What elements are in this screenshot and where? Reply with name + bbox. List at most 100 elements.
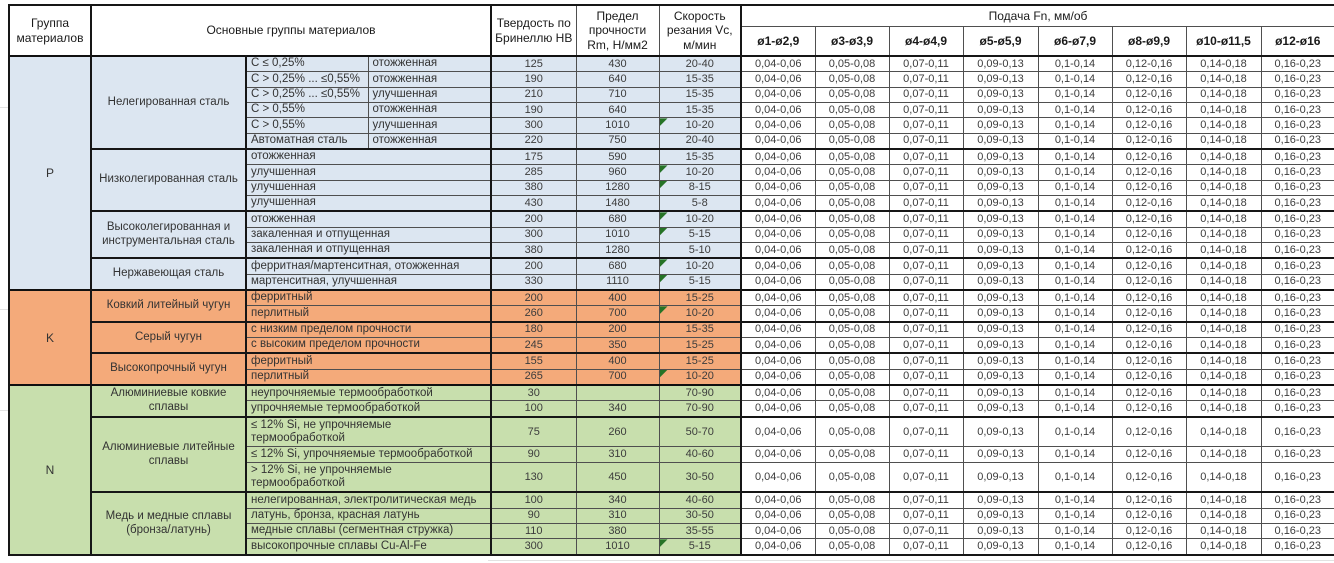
cell-feed-fn: 0,16-0,23 <box>1260 446 1334 463</box>
cell-feed-fn: 0,14-0,18 <box>1185 337 1262 354</box>
table-row: > 12% Si, не упрочняемые термообработкой… <box>9 461 1334 493</box>
table-row: Автоматная сталь отожженная 220 750 20-40 0,0… <box>9 132 1334 150</box>
cell-strength-rm: 340 <box>575 491 660 509</box>
cell-feed-fn: 0,07-0,11 <box>888 55 964 73</box>
family-name-cell: Ковкий литейный чугун <box>90 289 247 323</box>
cell-feed-fn: 0,16-0,23 <box>1260 226 1334 244</box>
table-row: C > 0,25% ... ≤0,55% улучшенная 210 710 15-3… <box>9 86 1334 104</box>
cell-feed-fn: 0,12-0,16 <box>1111 257 1187 275</box>
cell-feed-fn: 0,05-0,08 <box>814 538 890 556</box>
cell-hardness-hb: 300 <box>490 226 577 244</box>
cell-feed-fn: 0,1-0,14 <box>1037 415 1113 448</box>
cell-feed-fn: 0,16-0,23 <box>1260 257 1334 275</box>
cell-feed-fn: 0,04-0,06 <box>740 55 816 73</box>
cell-feed-fn: 0,07-0,11 <box>888 148 964 166</box>
cell-hardness-hb: 245 <box>490 337 577 354</box>
cell-feed-fn: 0,12-0,16 <box>1111 491 1187 509</box>
cell-hardness-hb: 90 <box>490 446 577 463</box>
cell-feed-fn: 0,12-0,16 <box>1111 446 1187 463</box>
table-row: высокопрочные сплавы Cu-Al-Fe 300 1010 5-15… <box>9 538 1334 556</box>
cell-feed-fn: 0,16-0,23 <box>1260 384 1334 402</box>
cell-speed-vc: 20-40 <box>658 55 742 73</box>
cell-strength-rm: 350 <box>575 337 660 354</box>
cell-feed-fn: 0,1-0,14 <box>1037 242 1113 259</box>
cell-speed-vc: 5-15 <box>658 226 742 244</box>
cell-feed-fn: 0,07-0,11 <box>888 132 964 150</box>
table-row: Медь и медные сплавы (бронза/латунь) неле… <box>9 491 1334 556</box>
cell-strength-rm: 1480 <box>575 195 660 212</box>
cell-feed-fn: 0,12-0,16 <box>1111 117 1187 134</box>
cell-feed-fn: 0,05-0,08 <box>814 132 890 150</box>
header-diameter: ø5-ø5,9 <box>962 25 1039 57</box>
cell-speed-vc: 10-20 <box>658 257 742 275</box>
table-row: закаленная и отпущенная 380 1280 5-10 0,04-0… <box>9 242 1334 259</box>
cell-feed-fn: 0,12-0,16 <box>1111 523 1187 540</box>
cell-feed-fn: 0,14-0,18 <box>1185 148 1262 166</box>
comment-triangle-icon <box>660 118 668 127</box>
sub-label-cell: улучшенная <box>245 179 492 197</box>
cell-feed-fn: 0,1-0,14 <box>1037 461 1113 493</box>
comment-triangle-icon <box>660 213 668 221</box>
cell-feed-fn: 0,1-0,14 <box>1037 101 1113 119</box>
cell-speed-vc: 35-55 <box>658 523 742 540</box>
cell-feed-fn: 0,12-0,16 <box>1111 101 1187 119</box>
cell-feed-fn: 0,09-0,13 <box>962 538 1039 556</box>
sub-label-cell: C > 0,25% ... ≤0,55% <box>245 71 369 88</box>
cell-strength-rm: 1010 <box>575 117 660 134</box>
cell-feed-fn: 0,07-0,11 <box>888 179 964 197</box>
header-diameter: ø1-ø2,9 <box>740 25 816 57</box>
cell-feed-fn: 0,14-0,18 <box>1185 179 1262 197</box>
cell-feed-fn: 0,07-0,11 <box>888 195 964 212</box>
cell-feed-fn: 0,12-0,16 <box>1111 179 1187 197</box>
cell-feed-fn: 0,07-0,11 <box>888 289 964 307</box>
cell-feed-fn: 0,09-0,13 <box>962 86 1039 104</box>
gridline <box>0 309 8 310</box>
sub-label-cell: закаленная и отпущенная <box>245 226 492 244</box>
cell-strength-rm: 400 <box>575 289 660 307</box>
cell-speed-vc: 10-20 <box>658 210 742 228</box>
cell-feed-fn: 0,07-0,11 <box>888 352 964 370</box>
cell-feed-fn: 0,14-0,18 <box>1185 384 1262 402</box>
table-row: C > 0,55% улучшенная 300 1010 10-20 0,04-0,06… <box>9 117 1334 134</box>
cell-feed-fn: 0,05-0,08 <box>814 257 890 275</box>
sub-label-cell: ≤ 12% Si, не упрочняемые термообработкой <box>245 415 492 448</box>
cell-feed-fn: 0,05-0,08 <box>814 179 890 197</box>
cell-feed-fn: 0,07-0,11 <box>888 101 964 119</box>
cell-feed-fn: 0,12-0,16 <box>1111 210 1187 228</box>
header-diameter: ø6-ø7,9 <box>1037 25 1113 57</box>
cell-feed-fn: 0,04-0,06 <box>740 164 816 181</box>
cell-feed-fn: 0,14-0,18 <box>1185 523 1262 540</box>
cell-strength-rm: 310 <box>575 446 660 463</box>
cell-feed-fn: 0,12-0,16 <box>1111 226 1187 244</box>
cell-feed-fn: 0,14-0,18 <box>1185 415 1262 448</box>
cell-feed-fn: 0,05-0,08 <box>814 273 890 291</box>
cell-strength-rm: 1010 <box>575 538 660 556</box>
cell-feed-fn: 0,04-0,06 <box>740 257 816 275</box>
sub-label-cell: отожженная <box>245 148 492 166</box>
cell-feed-fn: 0,14-0,18 <box>1185 71 1262 88</box>
sub-label-cell: латунь, бронза, красная латунь <box>245 507 492 525</box>
cell-feed-fn: 0,04-0,06 <box>740 491 816 509</box>
sub-label-cell: неупрочняемые термообработкой <box>245 384 492 402</box>
cell-feed-fn: 0,12-0,16 <box>1111 320 1187 339</box>
cell-feed-fn: 0,05-0,08 <box>814 55 890 73</box>
cell-feed-fn: 0,09-0,13 <box>962 148 1039 166</box>
cell-feed-fn: 0,1-0,14 <box>1037 368 1113 386</box>
cell-feed-fn: 0,04-0,06 <box>740 195 816 212</box>
cell-hardness-hb: 200 <box>490 210 577 228</box>
cell-feed-fn: 0,14-0,18 <box>1185 257 1262 275</box>
sub-label-cell: ферритный <box>245 352 492 370</box>
family-name-cell: Нержавеющая сталь <box>90 257 247 291</box>
sub-label-cell: > 12% Si, не упрочняемые термообработкой <box>245 461 492 493</box>
table-row: K Ковкий литейный чугун ферритный 200 400 15-… <box>8 289 1334 386</box>
cell-feed-fn: 0,1-0,14 <box>1037 195 1113 212</box>
cell-speed-vc: 40-60 <box>658 491 742 509</box>
gridline <box>0 410 8 411</box>
cell-feed-fn: 0,05-0,08 <box>814 400 890 418</box>
cell-feed-fn: 0,12-0,16 <box>1111 148 1187 166</box>
cell-feed-fn: 0,04-0,06 <box>740 384 816 402</box>
sub-label-cell: улучшенная <box>367 86 492 104</box>
cell-feed-fn: 0,16-0,23 <box>1260 71 1334 88</box>
cell-feed-fn: 0,09-0,13 <box>962 132 1039 150</box>
sub-label-cell: C > 0,55% <box>245 101 369 119</box>
